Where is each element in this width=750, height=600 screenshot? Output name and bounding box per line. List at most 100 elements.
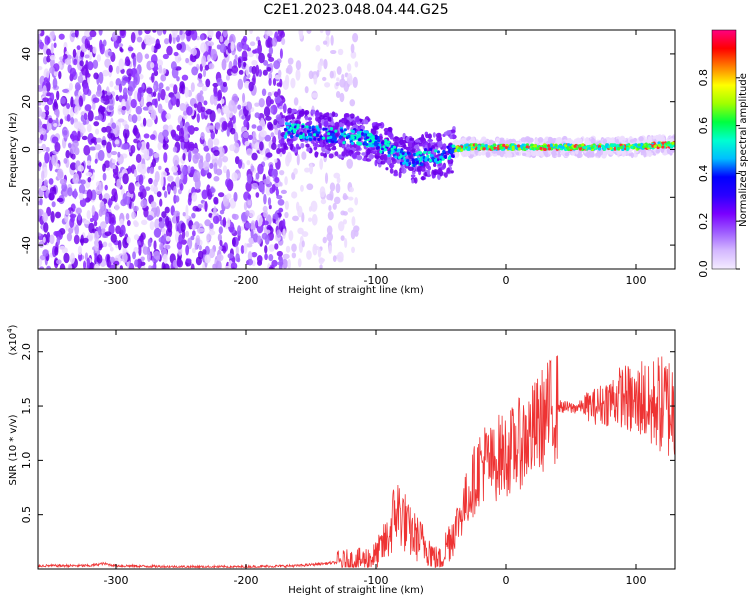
spectrogram-cell [626, 146, 630, 151]
spectrogram-cell [433, 170, 437, 176]
spectrogram-cell [228, 99, 236, 112]
spectrogram-cell [446, 145, 450, 149]
spectrogram-cell [206, 233, 212, 241]
spectrogram-cell [171, 32, 178, 38]
spectrogram-cell [136, 36, 143, 43]
spectrogram-cell [193, 170, 201, 183]
spectrogram-cell [141, 219, 148, 226]
spectrogram-cell [92, 46, 97, 54]
spectrogram-cell [190, 263, 195, 269]
spectrogram-cell [331, 146, 337, 151]
spectrogram-cell [204, 254, 211, 264]
spectrogram-cell [329, 126, 334, 131]
spectrogram-cell [227, 217, 231, 228]
spectrogram-cell [130, 98, 137, 109]
spectrogram-cell [39, 198, 43, 206]
spectrogram-cell [74, 82, 81, 92]
spectrogram-cell [234, 54, 238, 61]
spectrogram-cell [279, 78, 283, 88]
spectrogram-cell [281, 37, 286, 46]
spectrogram-cell [264, 234, 270, 245]
spectrogram-cell [210, 186, 215, 193]
spectrogram-cell [432, 132, 436, 138]
spectrogram-cell [255, 172, 260, 180]
spectrogram-cell [590, 145, 594, 150]
spectrogram-cell [630, 152, 634, 159]
spectrogram-cell [241, 101, 248, 107]
spectrogram-cell [143, 207, 149, 218]
spectrogram-cell [108, 105, 114, 111]
spectrogram-cell [263, 156, 267, 161]
spectrogram-cell [304, 110, 310, 115]
spectrogram-cell [350, 51, 357, 59]
spectrogram-cell [74, 89, 80, 98]
spectrogram-cell [304, 167, 311, 173]
spectrogram-cell [54, 246, 59, 256]
spectrogram-cell [150, 265, 155, 269]
spectrogram-cell [247, 251, 253, 262]
spectrogram-cell [53, 70, 59, 77]
spectrogram-cell [55, 231, 61, 237]
spectrogram-cell [232, 213, 239, 220]
spectrogram-cell [382, 145, 386, 149]
spectrogram-cell [38, 84, 43, 90]
spectrogram-cell [322, 40, 328, 45]
spectrogram-cell [269, 187, 274, 194]
spectrogram-cell [277, 143, 281, 149]
spectrogram-cell [296, 154, 300, 166]
spectrogram-cell [268, 78, 272, 86]
spectrogram-cell [209, 162, 214, 170]
spectrogram-cell [200, 42, 207, 54]
spectrogram-cell [351, 136, 355, 140]
spectrogram-cell [323, 134, 328, 142]
spectrogram-cell [191, 230, 196, 237]
spectrogram-cell [80, 179, 86, 185]
spectrogram-cell [615, 144, 619, 148]
spectrogram-cell [114, 203, 120, 211]
spectrogram-cell [265, 116, 272, 121]
spectrogram-cell [604, 145, 608, 149]
spectrogram-cell [128, 182, 135, 195]
spectrogram-cell [621, 150, 627, 157]
spectrogram-cell [154, 98, 158, 109]
bottom-y-tick-label: 1.0 [20, 452, 33, 470]
spectrogram-cell [136, 115, 142, 122]
spectrogram-cell [136, 258, 143, 269]
spectrogram-cell [595, 152, 599, 157]
spectrogram-cell [261, 88, 267, 97]
spectrogram-cell [74, 147, 80, 156]
spectrogram-cell [45, 80, 51, 92]
spectrogram-cell [602, 138, 608, 144]
spectrogram-cell [485, 151, 491, 158]
spectrogram-cell [140, 256, 145, 262]
spectrogram-cell [251, 251, 258, 258]
spectrogram-cell [144, 30, 151, 35]
spectrogram-cell [291, 108, 297, 113]
spectrogram-cell [352, 120, 357, 124]
spectrogram-cell [377, 139, 381, 143]
spectrogram-cell [420, 137, 427, 144]
spectrogram-cell [248, 209, 255, 218]
spectrogram-cell [228, 33, 236, 45]
bottom-x-tick-label: -300 [104, 574, 129, 587]
spectrogram-cell [278, 69, 282, 78]
spectrogram-cell [199, 33, 205, 41]
spectrogram-cell [48, 117, 53, 124]
spectrogram-cell [213, 199, 219, 205]
spectrogram-cell [292, 215, 299, 222]
spectrogram-cell [97, 225, 102, 236]
spectrogram-cell [221, 120, 228, 131]
spectrogram-cell [185, 258, 192, 264]
spectrogram-cell [301, 124, 305, 129]
spectrogram-cell [73, 234, 80, 245]
spectrogram-cell [446, 167, 451, 174]
spectrogram-cell [328, 204, 332, 212]
spectrogram-cell [277, 30, 284, 37]
spectrogram-cell [92, 97, 100, 103]
spectrogram-cell [262, 205, 268, 213]
spectrogram-cell [351, 129, 356, 134]
spectrogram-cell [230, 127, 236, 135]
spectrogram-cell [531, 146, 535, 151]
spectrogram-cell [340, 235, 345, 241]
spectrogram-cell [436, 150, 440, 154]
